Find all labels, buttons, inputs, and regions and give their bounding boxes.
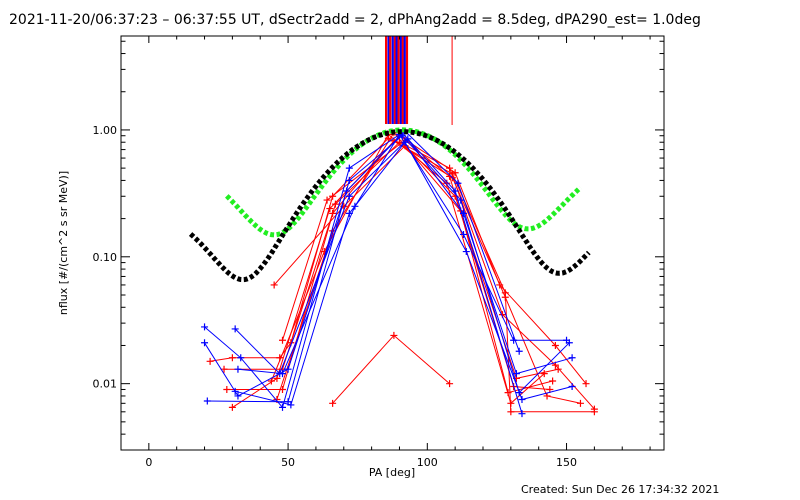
data-point: [515, 347, 523, 355]
data-point: [331, 200, 339, 208]
data-point: [390, 331, 398, 339]
data-point: [270, 281, 278, 289]
data-point: [345, 209, 353, 217]
plot-frame: [120, 35, 665, 451]
data-point: [273, 374, 281, 382]
data-series: [201, 127, 598, 418]
data-point: [507, 399, 515, 407]
data-point: [343, 187, 351, 195]
data-point: [512, 370, 520, 378]
data-point: [510, 336, 518, 344]
y-axis-label: nflux [#/(cm^2 s sr MeV)]: [57, 171, 70, 315]
data-point: [234, 365, 242, 373]
data-point: [451, 169, 459, 177]
axis-ticks: 0 50 100 150 0.01 0.10 1.00: [93, 36, 664, 469]
data-point: [543, 392, 551, 400]
series-line: [237, 133, 567, 375]
data-point: [554, 365, 562, 373]
data-point: [501, 293, 509, 301]
data-point: [237, 354, 245, 362]
data-point: [345, 192, 353, 200]
data-point: [590, 405, 598, 413]
series-line: [282, 139, 550, 390]
data-point: [323, 196, 331, 204]
data-point: [223, 385, 231, 393]
series-line: [224, 140, 581, 404]
created-timestamp: Created: Sun Dec 26 17:34:32 2021: [521, 483, 719, 496]
data-point: [446, 380, 454, 388]
series-line: [332, 334, 450, 404]
data-point: [279, 403, 287, 411]
data-point: [329, 399, 337, 407]
plot-area: 0 50 100 150 0.01 0.10 1.00: [93, 35, 665, 469]
y-tick-label: 0.01: [93, 378, 118, 391]
data-point: [454, 179, 462, 187]
series-line: [234, 138, 573, 375]
data-point: [460, 230, 468, 238]
data-point: [504, 389, 512, 397]
data-point: [457, 196, 465, 204]
data-point: [228, 354, 236, 362]
series-line: [273, 145, 559, 379]
x-tick-label: 50: [281, 456, 295, 469]
data-point: [279, 336, 287, 344]
data-point: [345, 164, 353, 172]
data-point: [231, 325, 239, 333]
y-tick-label: 1.00: [93, 124, 118, 137]
data-point: [443, 179, 451, 187]
data-point: [231, 387, 239, 395]
data-point: [401, 138, 409, 146]
data-point: [551, 341, 559, 349]
data-point: [462, 248, 470, 256]
data-point: [549, 377, 557, 385]
data-point: [576, 399, 584, 407]
data-point: [287, 401, 295, 409]
data-point: [326, 205, 334, 213]
data-point: [203, 397, 211, 405]
x-axis-label: PA [deg]: [369, 466, 415, 479]
data-point: [563, 336, 571, 344]
data-point: [540, 370, 548, 378]
data-point: [206, 357, 214, 365]
x-tick-label: 100: [417, 456, 438, 469]
x-tick-label: 150: [556, 456, 577, 469]
data-point: [284, 365, 292, 373]
data-point: [234, 392, 242, 400]
fit-curves: [188, 127, 591, 283]
data-point: [507, 408, 515, 416]
data-point: [201, 339, 209, 347]
data-point: [279, 370, 287, 378]
data-point: [568, 382, 576, 390]
data-point: [446, 164, 454, 172]
data-point: [345, 176, 353, 184]
peak-marker-lines: [384, 36, 453, 125]
fit-curve-black: [188, 129, 591, 283]
data-point: [201, 323, 209, 331]
data-point: [518, 410, 526, 418]
chart-title: 2021-11-20/06:37:23 – 06:37:55 UT, dSect…: [9, 12, 701, 28]
data-point: [446, 172, 454, 180]
data-point: [568, 354, 576, 362]
data-point: [228, 403, 236, 411]
series-line: [232, 135, 587, 408]
data-point: [496, 281, 504, 289]
y-tick-label: 0.10: [93, 251, 118, 264]
data-point: [582, 380, 590, 388]
data-point: [518, 396, 526, 404]
x-tick-label: 0: [145, 456, 152, 469]
data-point: [460, 209, 468, 217]
